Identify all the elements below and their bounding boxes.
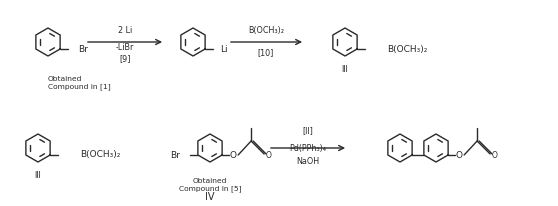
- Text: IV: IV: [205, 192, 215, 202]
- Text: NaOH: NaOH: [296, 158, 320, 166]
- Text: III: III: [35, 172, 41, 180]
- Text: [9]: [9]: [119, 55, 131, 63]
- Text: B(OCH₃)₂: B(OCH₃)₂: [248, 26, 284, 34]
- Text: Li: Li: [220, 44, 228, 54]
- Text: Obtained
Compound in [1]: Obtained Compound in [1]: [48, 76, 110, 90]
- Text: 2 Li: 2 Li: [118, 26, 132, 34]
- Text: Br: Br: [170, 151, 180, 159]
- Text: O: O: [265, 151, 271, 160]
- Text: O: O: [230, 151, 237, 159]
- Text: B(OCH₃)₂: B(OCH₃)₂: [387, 44, 427, 54]
- Text: -LiBr: -LiBr: [116, 42, 134, 52]
- Text: O: O: [456, 151, 463, 159]
- Text: Br: Br: [78, 44, 88, 54]
- Text: B(OCH₃)₂: B(OCH₃)₂: [80, 151, 121, 159]
- Text: Obtained
Compound in [5]: Obtained Compound in [5]: [179, 178, 241, 192]
- Text: Pd(PPh₃)₄: Pd(PPh₃)₄: [290, 144, 326, 152]
- Text: O: O: [491, 151, 497, 160]
- Text: [II]: [II]: [302, 126, 314, 136]
- Text: [10]: [10]: [258, 48, 274, 57]
- Text: III: III: [341, 66, 348, 75]
